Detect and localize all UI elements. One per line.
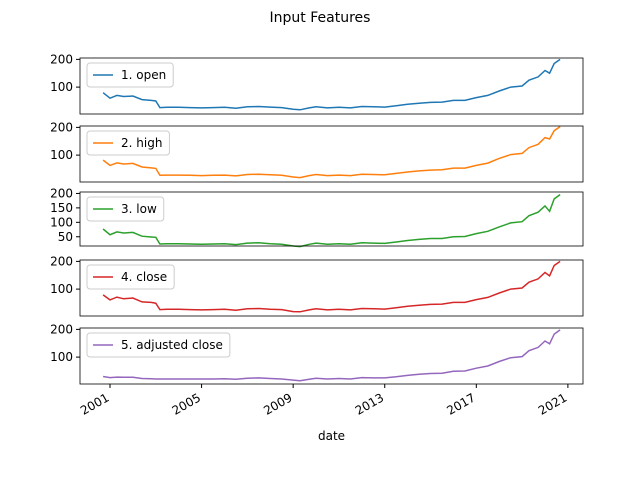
legend: 4. close <box>86 264 175 290</box>
legend: 1. open <box>86 62 174 88</box>
legend-box <box>86 332 231 358</box>
data-line <box>102 58 561 111</box>
legend-box <box>86 130 170 156</box>
x-tick-label: 2021 <box>536 390 569 417</box>
y-tick-label: 200 <box>50 254 73 268</box>
y-tick-label: 200 <box>50 120 73 134</box>
y-tick-label: 150 <box>50 201 73 215</box>
legend-label: 1. open <box>121 68 166 82</box>
y-tick-label: 200 <box>50 322 73 336</box>
x-tick-label: 2017 <box>444 390 477 417</box>
y-tick-label: 100 <box>50 282 73 296</box>
legend: 5. adjusted close <box>86 332 231 358</box>
x-tick-label: 2001 <box>78 390 111 417</box>
chart-title: Input Features <box>270 10 371 26</box>
legend: 3. low <box>86 196 165 222</box>
legend-label: 4. close <box>121 270 167 284</box>
y-tick-label: 100 <box>50 80 73 94</box>
legend-label: 2. high <box>121 136 162 150</box>
x-tick-label: 2013 <box>353 390 386 417</box>
legend-label: 3. low <box>121 202 157 216</box>
legend-box <box>86 196 165 222</box>
x-tick-label: 2009 <box>261 390 294 417</box>
data-line <box>102 260 561 313</box>
legend-box <box>86 62 174 88</box>
y-tick-label: 100 <box>50 148 73 162</box>
legend: 2. high <box>86 130 170 156</box>
plot-frame <box>79 57 584 115</box>
data-line <box>102 193 561 248</box>
plot-frame <box>79 191 584 247</box>
plot-frame <box>79 259 584 317</box>
y-tick-label: 50 <box>58 230 73 244</box>
legend-box <box>86 264 175 290</box>
data-line <box>102 329 561 382</box>
legend-label: 5. adjusted close <box>121 338 223 352</box>
plot-frame <box>79 327 584 385</box>
y-tick-label: 200 <box>50 186 73 200</box>
plot-frame <box>79 125 584 183</box>
y-tick-label: 100 <box>50 215 73 229</box>
x-tick-label: 2005 <box>170 390 203 417</box>
y-tick-label: 100 <box>50 350 73 364</box>
y-tick-label: 200 <box>50 52 73 66</box>
data-line <box>102 125 561 179</box>
x-axis-label: date <box>318 429 345 443</box>
